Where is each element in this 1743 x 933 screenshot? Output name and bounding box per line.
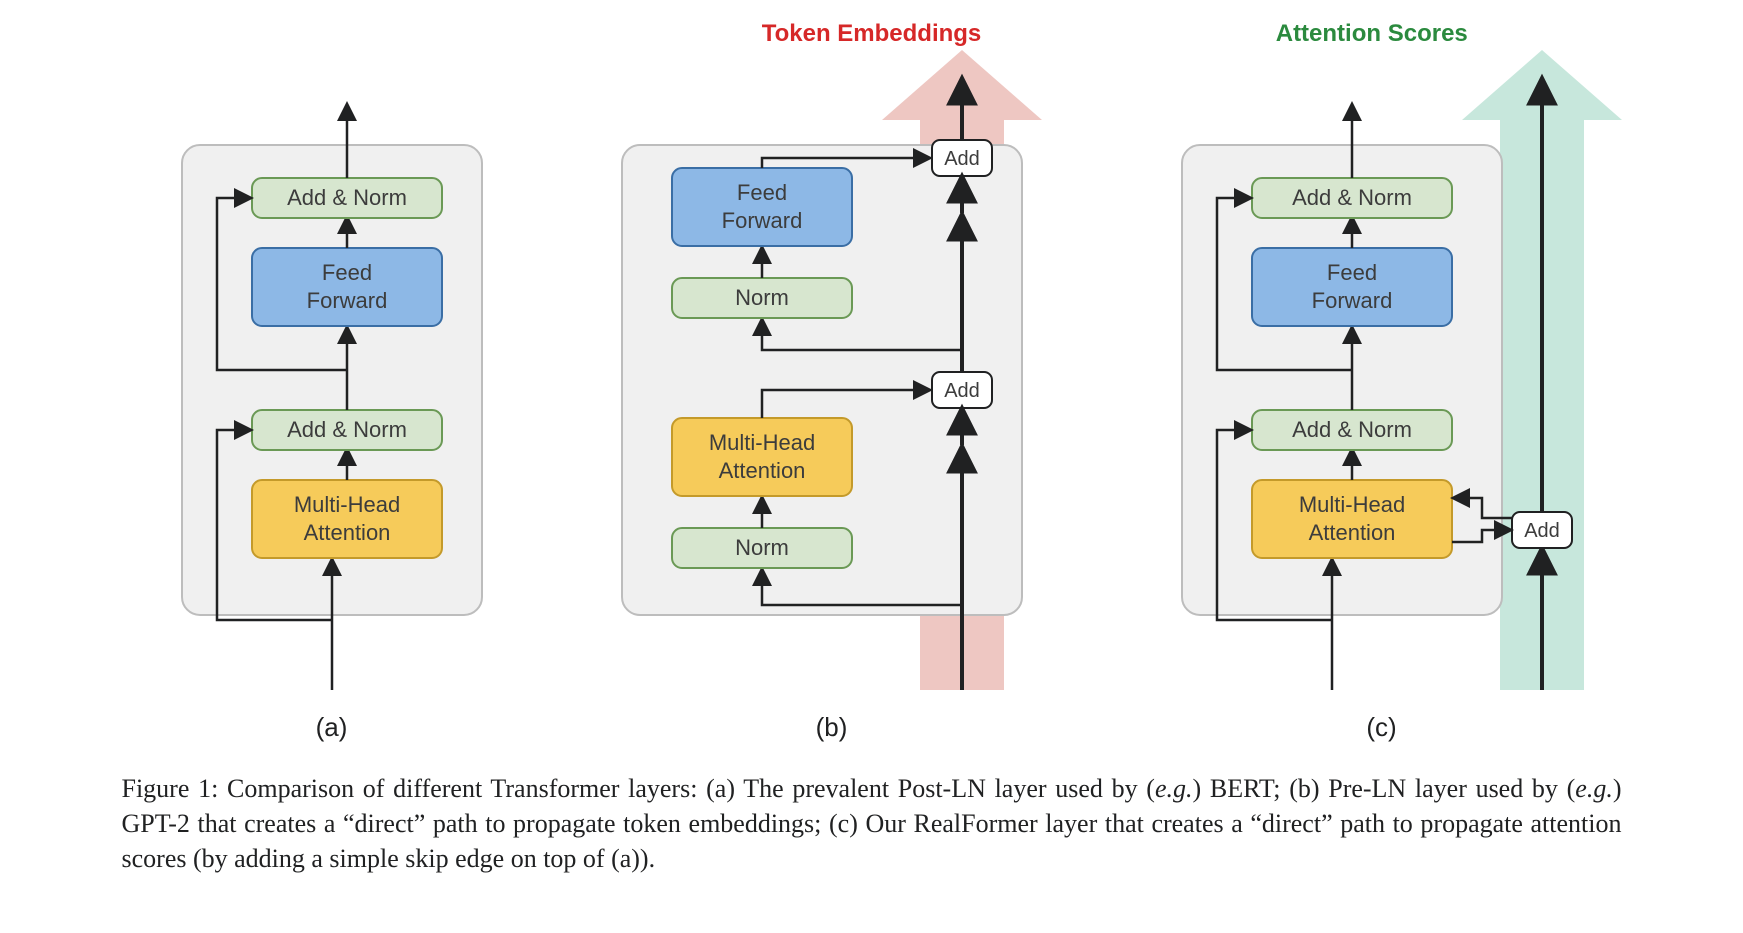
add-c: Add (1524, 520, 1560, 542)
figure-caption: Figure 1: Comparison of different Transf… (122, 771, 1622, 876)
addnorm-c-lower: Add & Norm (1292, 417, 1412, 442)
mha-c-line2: Attention (1308, 520, 1395, 545)
sublabel-a: (a) (316, 712, 348, 743)
mha-b-line2: Attention (718, 458, 805, 483)
addnorm-upper: Add & Norm (287, 185, 407, 210)
panels-row: Multi-Head Attention Add & Norm Feed For… (122, 50, 1622, 743)
add-lower: Add (944, 380, 980, 402)
sublabel-c: (c) (1366, 712, 1396, 743)
diagram-b: Norm Multi-Head Attention Add Nor (582, 50, 1082, 700)
figure-container: Token Embeddings Attention Scores Multi-… (122, 20, 1622, 876)
norm-upper: Norm (735, 285, 789, 310)
addnorm-lower: Add & Norm (287, 417, 407, 442)
mha-line2: Attention (303, 520, 390, 545)
ff-line2: Forward (306, 288, 387, 313)
diagram-a: Multi-Head Attention Add & Norm Feed For… (122, 50, 542, 700)
panel-c: Multi-Head Attention Add & Norm Feed For… (1122, 50, 1642, 743)
ff-line1: Feed (321, 260, 371, 285)
mha-line1: Multi-Head (293, 492, 399, 517)
panel-b: Norm Multi-Head Attention Add Nor (582, 50, 1082, 743)
addnorm-c-upper: Add & Norm (1292, 185, 1412, 210)
add-upper: Add (944, 148, 980, 170)
ff-c-line1: Feed (1326, 260, 1376, 285)
ff-b-line1: Feed (736, 180, 786, 205)
panel-a: Multi-Head Attention Add & Norm Feed For… (122, 50, 542, 743)
sublabel-b: (b) (816, 712, 848, 743)
mha-b-line1: Multi-Head (708, 430, 814, 455)
diagram-c: Multi-Head Attention Add & Norm Feed For… (1122, 50, 1642, 700)
ff-c-line2: Forward (1311, 288, 1392, 313)
ff-b-line2: Forward (721, 208, 802, 233)
mha-c-line1: Multi-Head (1298, 492, 1404, 517)
norm-lower: Norm (735, 535, 789, 560)
